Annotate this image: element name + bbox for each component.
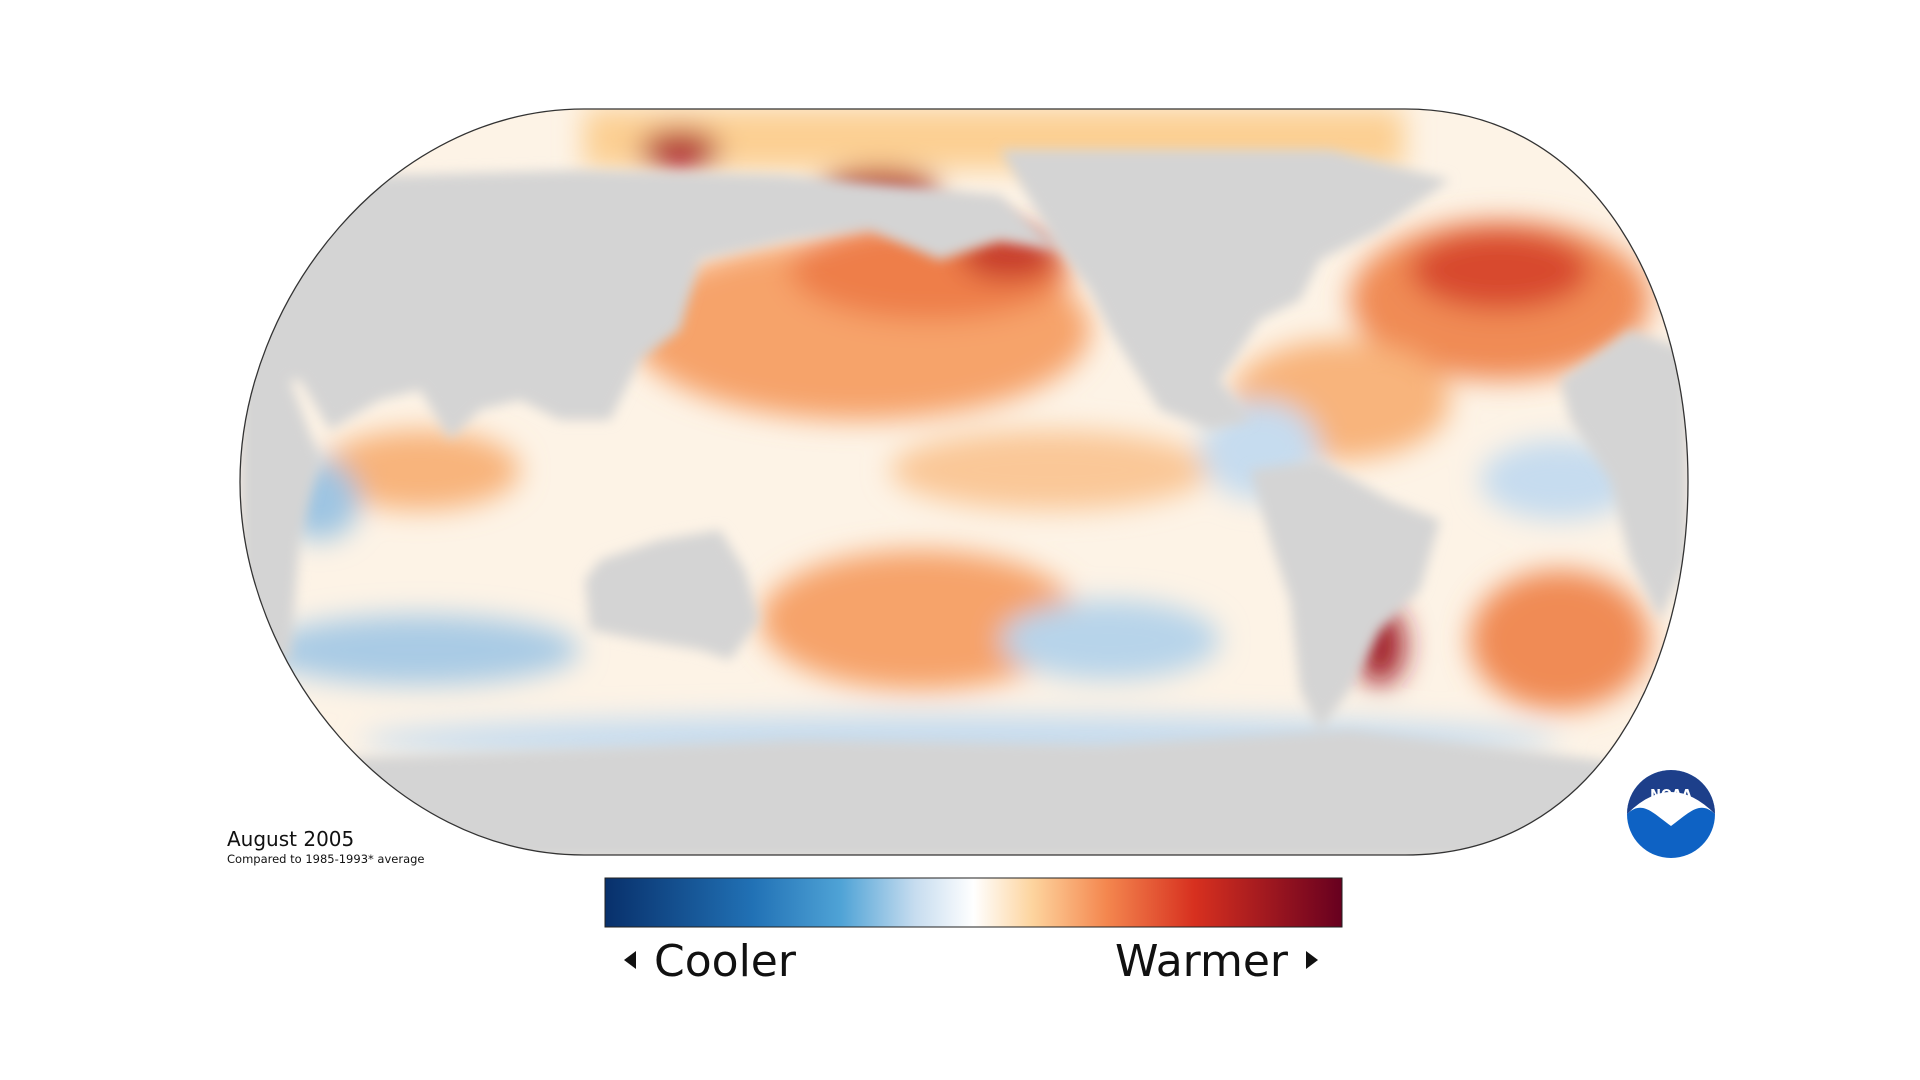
- antarctica: [240, 730, 1688, 855]
- map-outline: [239, 108, 1689, 856]
- warmer-arrow: [1306, 951, 1318, 969]
- north-america: [1000, 150, 1450, 430]
- logo-text: NOAA: [1650, 788, 1692, 803]
- logo-top: [1627, 770, 1715, 814]
- africa-east: [1560, 330, 1688, 620]
- color-bar: [604, 877, 1343, 928]
- cooler-arrow: [624, 951, 636, 969]
- land: [240, 150, 1688, 855]
- caption-subtitle: Compared to 1985-1993* average: [227, 852, 425, 866]
- caption-title: August 2005: [227, 827, 354, 851]
- legend-low-label: Cooler: [654, 936, 797, 987]
- anomaly-field: [260, 109, 1650, 765]
- africa-west: [240, 380, 320, 660]
- legend-high-label: Warmer: [1115, 936, 1289, 987]
- noaa-logo: NOAA: [1627, 770, 1715, 858]
- south-america: [1250, 460, 1440, 730]
- map-body: [240, 109, 1688, 855]
- australia: [585, 530, 760, 660]
- eurasia: [240, 170, 1060, 440]
